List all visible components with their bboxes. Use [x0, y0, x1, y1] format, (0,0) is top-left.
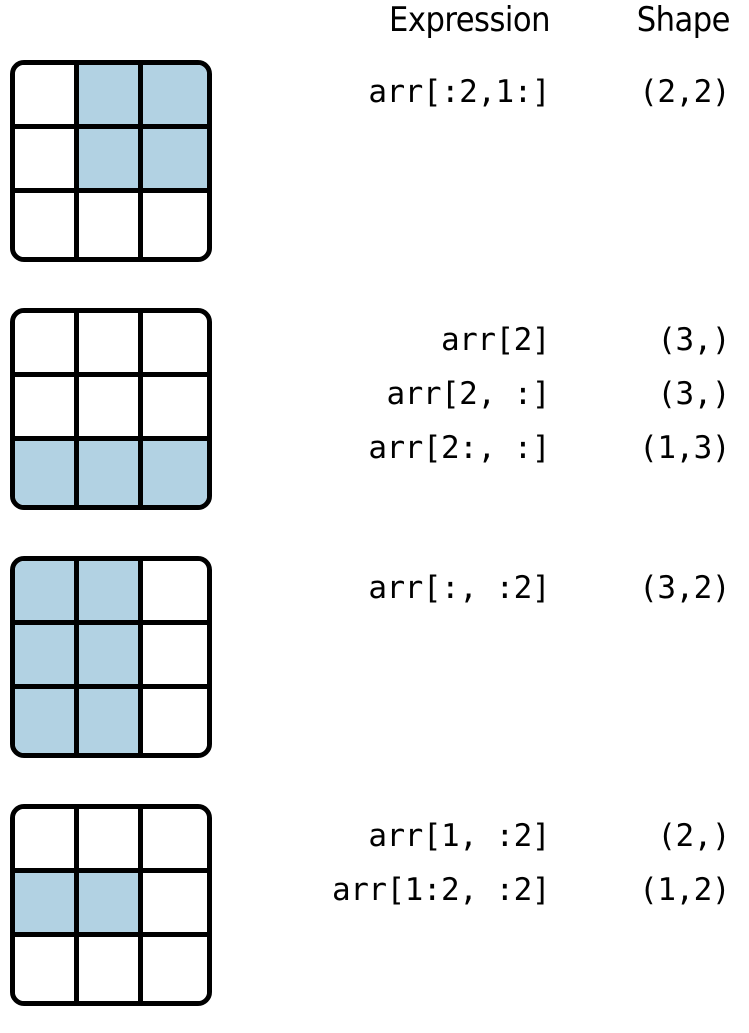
- grid-cell: [79, 129, 143, 193]
- page: Expression Shape arr[:2,1:] (2,2): [0, 0, 749, 1006]
- grid-cell: [143, 193, 207, 257]
- expr-lines: arr[2] (3,) arr[2, :] (3,) arr[2:, :] (1…: [300, 308, 749, 484]
- grid-cell: [15, 193, 79, 257]
- grid-cell: [143, 561, 207, 625]
- expr-lines: arr[:2,1:] (2,2): [300, 60, 749, 128]
- grid-cell: [15, 625, 79, 689]
- expr-lines: arr[:, :2] (3,2): [300, 556, 749, 624]
- shape-text: (3,): [560, 322, 740, 358]
- grid-wrap: [0, 556, 300, 758]
- grid-cell: [15, 377, 79, 441]
- grid-cell: [79, 561, 143, 625]
- section: arr[:2,1:] (2,2): [0, 60, 749, 262]
- expression-text: arr[1, :2]: [300, 818, 560, 854]
- expression-text: arr[1:2, :2]: [300, 872, 560, 908]
- grid-cell: [15, 937, 79, 1001]
- grid-cell: [143, 313, 207, 377]
- grid-wrap: [0, 60, 300, 262]
- grid-cell: [79, 873, 143, 937]
- expr-line: arr[1:2, :2] (1,2): [300, 872, 749, 908]
- shape-text: (1,3): [560, 430, 740, 466]
- grid-cell: [15, 313, 79, 377]
- grid-cell: [79, 625, 143, 689]
- shape-text: (2,): [560, 818, 740, 854]
- expr-line: arr[2:, :] (1,3): [300, 430, 749, 466]
- grid-cell: [15, 809, 79, 873]
- grid-cell: [15, 873, 79, 937]
- section: arr[2] (3,) arr[2, :] (3,) arr[2:, :] (1…: [0, 308, 749, 510]
- expr-line: arr[:2,1:] (2,2): [300, 74, 749, 110]
- shape-text: (1,2): [560, 872, 740, 908]
- expression-text: arr[2:, :]: [300, 430, 560, 466]
- grid-wrap: [0, 308, 300, 510]
- header-shape: Shape: [560, 0, 740, 40]
- grid-cell: [143, 937, 207, 1001]
- expression-text: arr[2]: [300, 322, 560, 358]
- grid-cell: [143, 809, 207, 873]
- header-row: Expression Shape: [0, 0, 749, 60]
- grid-cell: [79, 193, 143, 257]
- shape-text: (3,): [560, 376, 740, 412]
- expression-text: arr[:2,1:]: [300, 74, 560, 110]
- section: arr[1, :2] (2,) arr[1:2, :2] (1,2): [0, 804, 749, 1006]
- grid-cell: [79, 313, 143, 377]
- grid-cell: [79, 65, 143, 129]
- section: arr[:, :2] (3,2): [0, 556, 749, 758]
- expression-text: arr[2, :]: [300, 376, 560, 412]
- expr-line: arr[:, :2] (3,2): [300, 570, 749, 606]
- grid-cell: [15, 441, 79, 505]
- expr-line: arr[1, :2] (2,): [300, 818, 749, 854]
- grid-wrap: [0, 804, 300, 1006]
- shape-text: (2,2): [560, 74, 740, 110]
- grid-cell: [79, 377, 143, 441]
- expr-line: arr[2] (3,): [300, 322, 749, 358]
- grid-cell: [15, 561, 79, 625]
- grid-cell: [79, 809, 143, 873]
- array-grid: [10, 556, 212, 758]
- array-grid: [10, 60, 212, 262]
- array-grid: [10, 308, 212, 510]
- grid-cell: [143, 377, 207, 441]
- grid-cell: [143, 441, 207, 505]
- grid-cell: [79, 937, 143, 1001]
- array-grid: [10, 804, 212, 1006]
- grid-cell: [79, 689, 143, 753]
- grid-cell: [143, 689, 207, 753]
- grid-cell: [79, 441, 143, 505]
- grid-cell: [143, 65, 207, 129]
- grid-cell: [15, 129, 79, 193]
- expr-lines: arr[1, :2] (2,) arr[1:2, :2] (1,2): [300, 804, 749, 926]
- grid-cell: [143, 873, 207, 937]
- grid-cell: [143, 129, 207, 193]
- header-expression: Expression: [300, 0, 560, 40]
- grid-cell: [143, 625, 207, 689]
- grid-cell: [15, 65, 79, 129]
- expression-text: arr[:, :2]: [300, 570, 560, 606]
- grid-cell: [15, 689, 79, 753]
- expr-line: arr[2, :] (3,): [300, 376, 749, 412]
- shape-text: (3,2): [560, 570, 740, 606]
